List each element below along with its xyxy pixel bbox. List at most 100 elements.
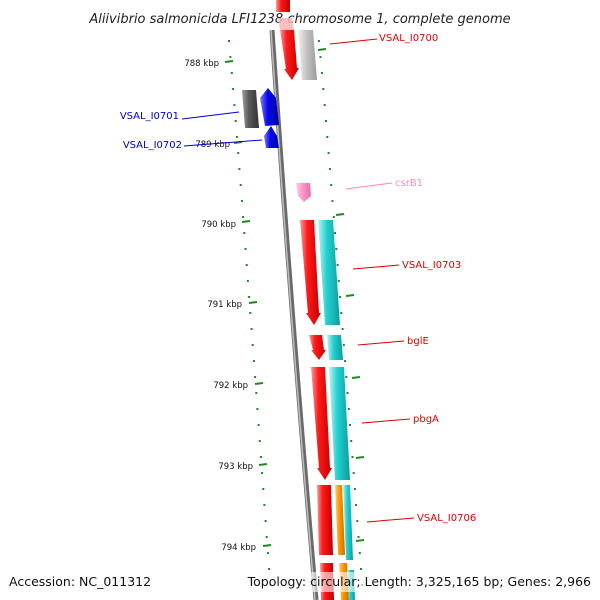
guide-dot xyxy=(248,296,251,298)
tick-mark xyxy=(262,544,272,547)
guide-dot xyxy=(249,312,252,314)
guide-dot xyxy=(346,392,349,394)
guide-dot xyxy=(344,360,347,362)
label-csrb1: csrB1 xyxy=(395,178,423,189)
gene-vsal-i0702 xyxy=(264,126,279,148)
map-title: Aliivibrio salmonicida LFI1238 chromosom… xyxy=(88,12,510,27)
guide-dot xyxy=(246,280,249,282)
label-vsal-i0701: VSAL_I0701 xyxy=(120,111,179,122)
gene-pink-top xyxy=(278,18,294,30)
label-leaders xyxy=(181,38,415,523)
guide-dot xyxy=(351,456,354,458)
guide-dot xyxy=(331,200,334,202)
guide-dot xyxy=(262,488,265,490)
topology-text: Topology: circular; Length: 3,325,165 bp… xyxy=(247,574,591,589)
guide-dot xyxy=(245,264,248,266)
tick-789: 789 kbp xyxy=(195,140,243,150)
gene-vsal-i0706-cyan xyxy=(343,485,353,560)
gene-darkgray-block xyxy=(242,90,259,128)
guide-dot xyxy=(230,72,233,74)
guide-dot xyxy=(356,520,359,522)
guide-dot xyxy=(323,104,326,106)
tick-794: 794 kbp xyxy=(221,543,272,553)
guide-dot xyxy=(355,504,358,506)
leader-vsal-i0706 xyxy=(366,517,415,523)
gene-vsal-i0703-red xyxy=(300,220,321,325)
guide-dot xyxy=(319,56,322,58)
guide-dot xyxy=(229,56,232,58)
guide-dot xyxy=(360,568,362,570)
gene-pbga-red xyxy=(311,367,332,480)
leader-bgle xyxy=(357,340,405,346)
tick-mark xyxy=(224,60,234,63)
guide-dot xyxy=(330,184,333,186)
guide-dot xyxy=(357,536,360,538)
guide-dot xyxy=(240,200,243,202)
tick-label: 793 kbp xyxy=(218,462,253,472)
guide-dot xyxy=(322,88,325,90)
tick-label: 791 kbp xyxy=(207,300,242,310)
guide-dot xyxy=(242,216,245,218)
guide-dot xyxy=(238,168,241,170)
accession-text: Accession: NC_011312 xyxy=(9,574,151,589)
tick-790: 790 kbp xyxy=(201,220,251,230)
guide-dot xyxy=(318,40,320,42)
tick-label: 794 kbp xyxy=(221,543,256,553)
tick-mark xyxy=(241,220,251,223)
guide-dot xyxy=(251,344,254,346)
guide-dot xyxy=(340,312,343,314)
guide-dot xyxy=(326,136,329,138)
tick-788: 788 kbp xyxy=(184,59,234,69)
guide-dot xyxy=(233,104,236,106)
guide-dot xyxy=(266,552,269,554)
gene-red-top xyxy=(276,0,290,12)
leader-vsal-i0702 xyxy=(183,139,263,147)
guide-dot xyxy=(244,248,247,250)
footer-background xyxy=(0,572,600,592)
guide-dot xyxy=(341,328,344,330)
gene-gray-block xyxy=(298,30,317,80)
gene-bgle-cyan xyxy=(327,335,343,360)
inner-tick-dash xyxy=(345,294,355,297)
guide-dot xyxy=(327,152,330,154)
label-pbga: pbgA xyxy=(413,414,439,425)
guide-dot xyxy=(250,328,253,330)
tick-793: 793 kbp xyxy=(218,462,268,472)
guide-dot xyxy=(263,504,266,506)
guide-dot xyxy=(350,440,353,442)
guide-dot xyxy=(320,72,323,74)
gene-bgle-red xyxy=(309,335,326,360)
guide-dot xyxy=(254,376,257,378)
guide-dot xyxy=(347,408,350,410)
guide-dot xyxy=(328,168,331,170)
guide-dot xyxy=(336,264,339,266)
guide-dot xyxy=(335,248,338,250)
guide-dot xyxy=(232,88,235,90)
guide-dot xyxy=(349,424,351,426)
guide-dot xyxy=(332,216,335,218)
guide-dot xyxy=(237,152,240,154)
inner-tick-dash xyxy=(355,539,365,542)
guide-dot xyxy=(255,392,258,394)
inner-tick-dash xyxy=(335,213,345,216)
guide-dot xyxy=(265,536,268,538)
genome-backbone xyxy=(269,29,319,600)
guide-dot xyxy=(261,472,264,474)
label-vsal-i0700: VSAL_I0700 xyxy=(379,33,438,44)
guide-dot xyxy=(345,376,348,378)
gene-vsal-i0701 xyxy=(260,88,279,126)
gene-vsal-i0703-cyan xyxy=(318,220,340,325)
gene-vsal-i0706-red xyxy=(317,485,333,555)
guide-dot xyxy=(337,280,340,282)
guide-dot xyxy=(339,296,342,298)
inner-tick-dash xyxy=(351,376,361,379)
gene-vsal-i0706-orange xyxy=(335,485,345,555)
tick-label: 788 kbp xyxy=(184,59,219,69)
label-vsal-i0703: VSAL_I0703 xyxy=(402,260,461,271)
label-vsal-i0706: VSAL_I0706 xyxy=(417,513,476,524)
gene-csrb1 xyxy=(296,183,311,202)
tick-dot-guides xyxy=(228,40,364,586)
guide-dot xyxy=(235,136,238,138)
leader-vsal-i0701 xyxy=(181,111,240,120)
